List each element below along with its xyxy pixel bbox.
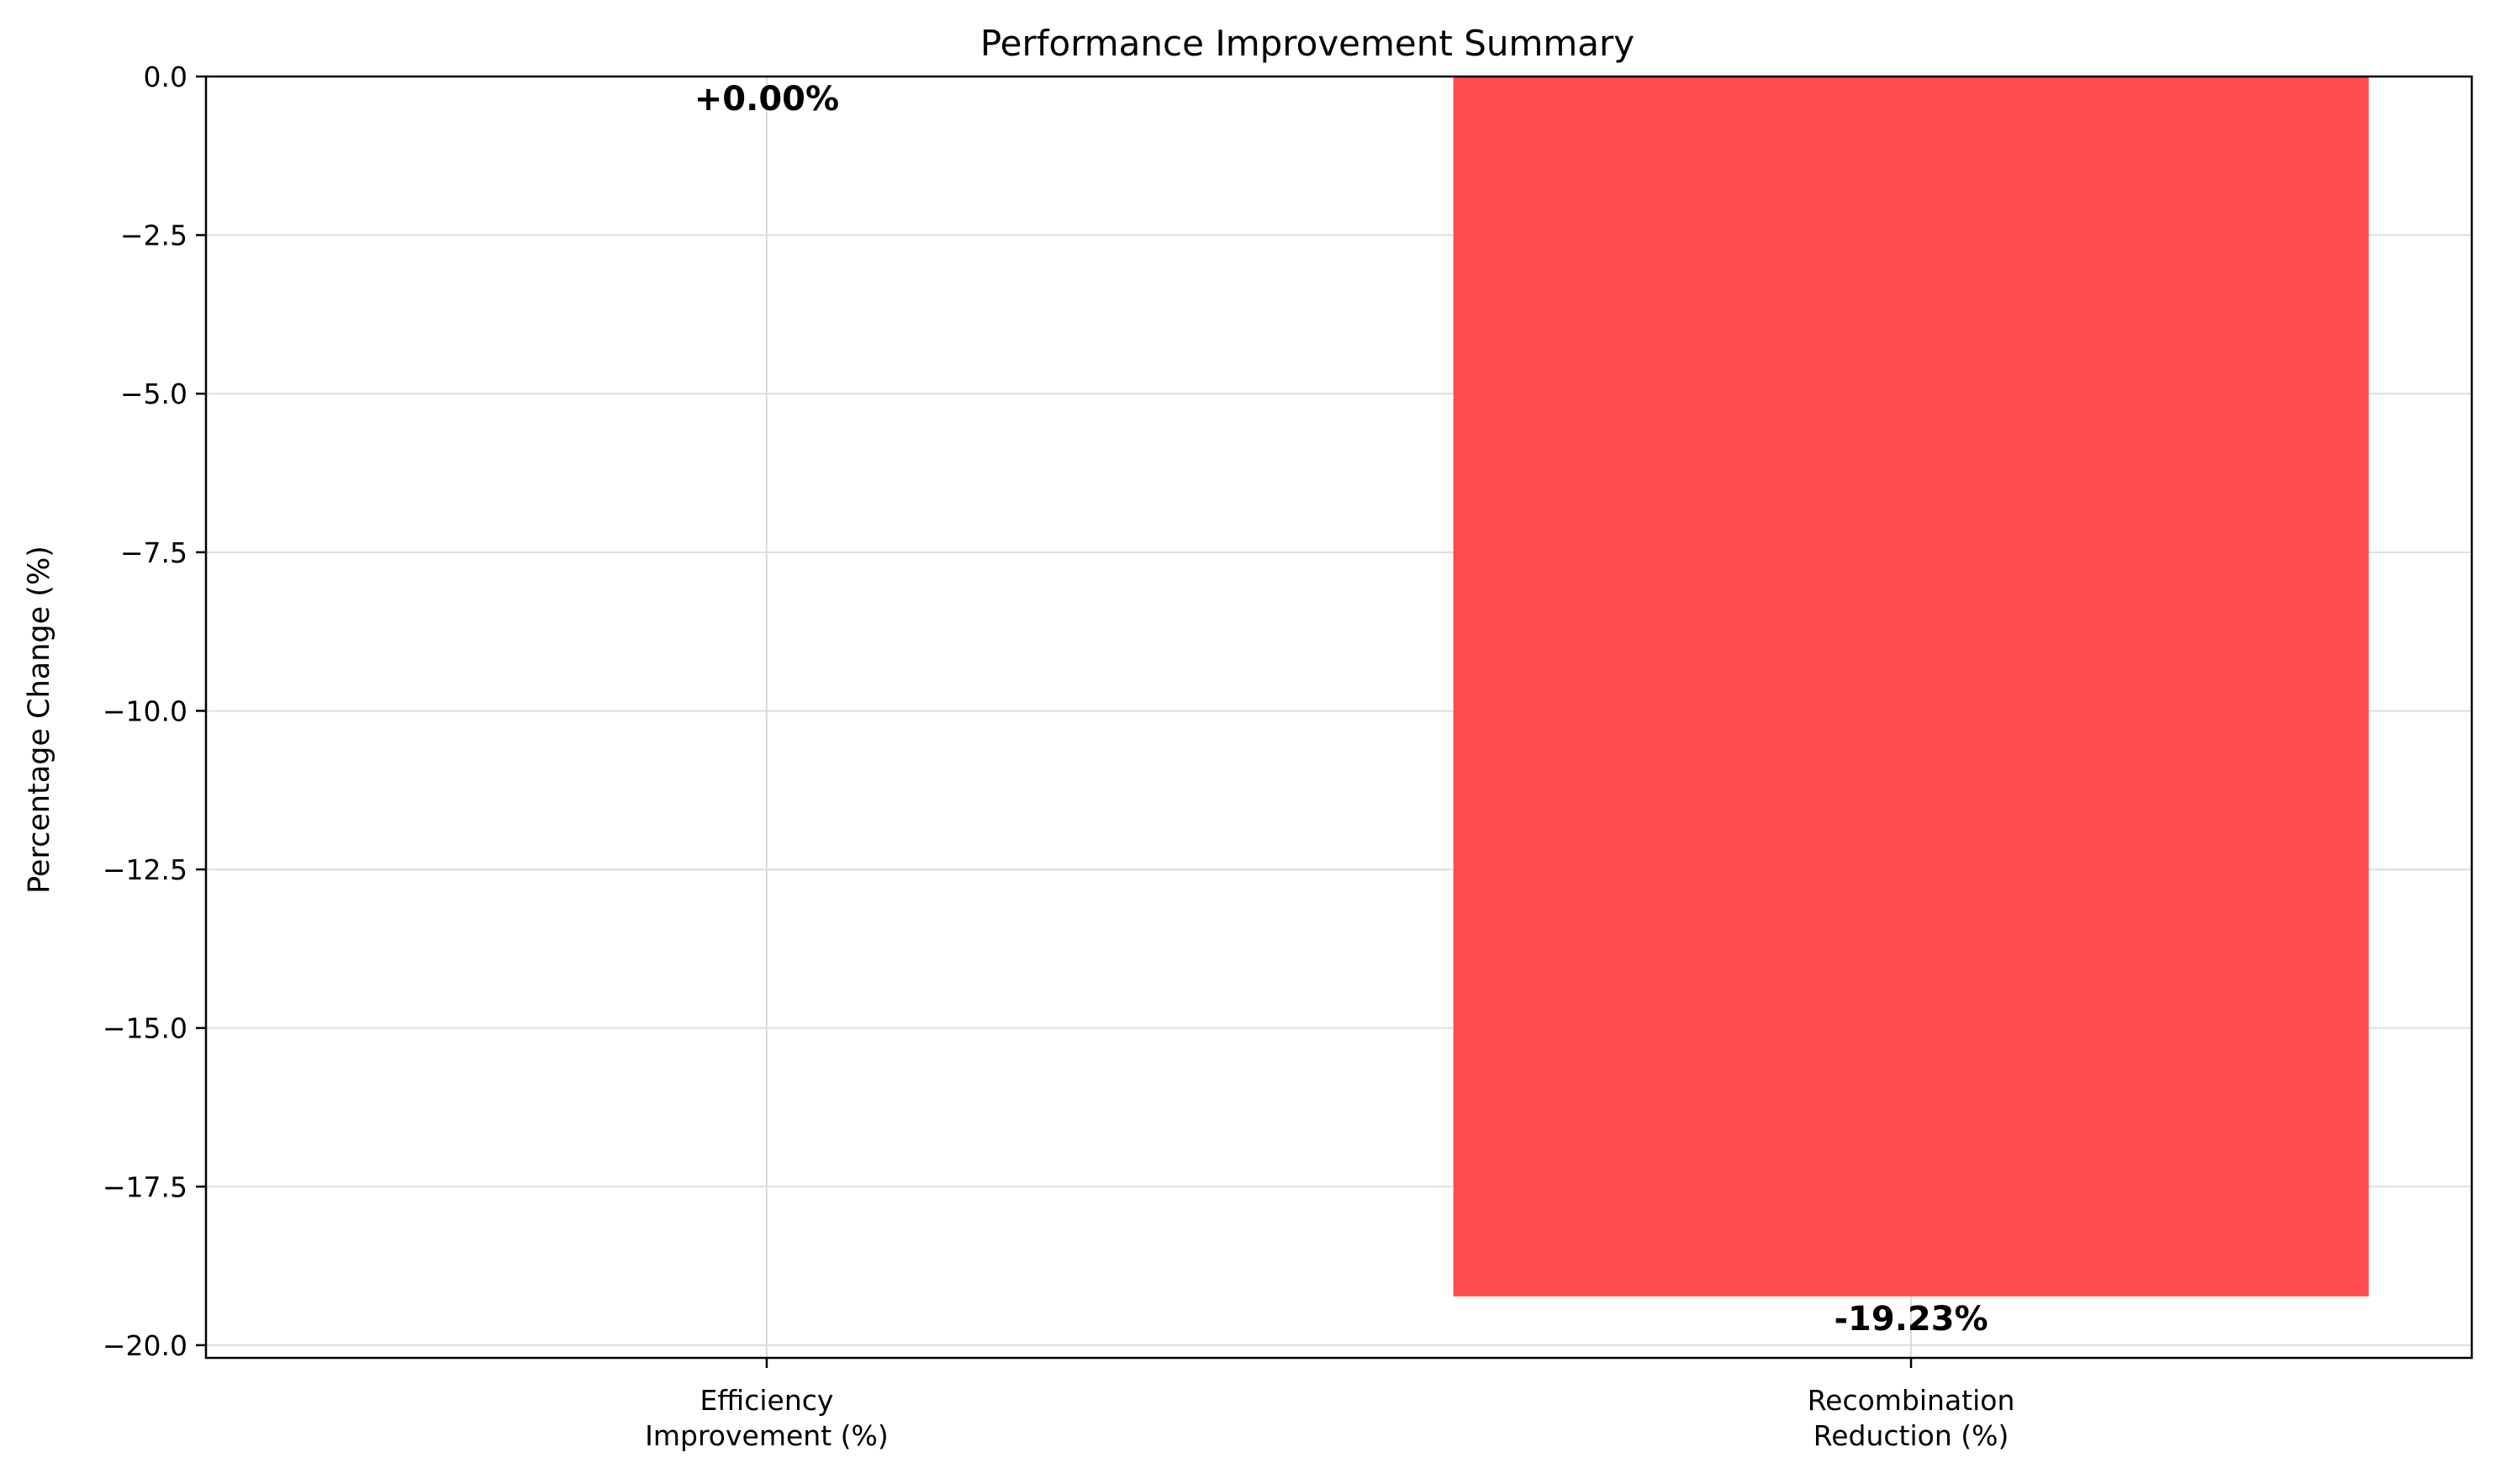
y-axis-label: Percentage Change (%) bbox=[23, 546, 56, 894]
y-tick-label: −15.0 bbox=[103, 1012, 187, 1045]
bars bbox=[309, 77, 2369, 1297]
x-tick-label: Efficiency bbox=[699, 1384, 833, 1417]
y-tick-label: −10.0 bbox=[103, 694, 187, 727]
y-axis-ticks: 0.0 −2.5 −5.0 −7.5 −10.0 −12.5 −15.0 −17.5 −20.0 bbox=[103, 61, 206, 1362]
plot-frame bbox=[204, 75, 2473, 1360]
data-labels: +0.00% -19.23% bbox=[694, 80, 1988, 1339]
data-label: -19.23% bbox=[1834, 1300, 1988, 1339]
y-tick-label: −5.0 bbox=[120, 378, 187, 410]
data-label: +0.00% bbox=[694, 80, 839, 119]
x-tick-label: Recombination bbox=[1808, 1384, 2015, 1417]
chart-title: Performance Improvement Summary bbox=[980, 23, 1634, 64]
y-tick-label: −20.0 bbox=[103, 1329, 187, 1362]
x-tick-label: Reduction (%) bbox=[1813, 1419, 2009, 1452]
bar bbox=[1453, 77, 2369, 1297]
x-tick-label: Improvement (%) bbox=[645, 1419, 889, 1452]
y-tick-label: −7.5 bbox=[120, 536, 187, 569]
y-tick-label: −2.5 bbox=[120, 219, 187, 252]
y-tick-label: 0.0 bbox=[144, 61, 187, 93]
y-tick-label: −17.5 bbox=[103, 1170, 187, 1203]
y-tick-label: −12.5 bbox=[103, 853, 187, 886]
